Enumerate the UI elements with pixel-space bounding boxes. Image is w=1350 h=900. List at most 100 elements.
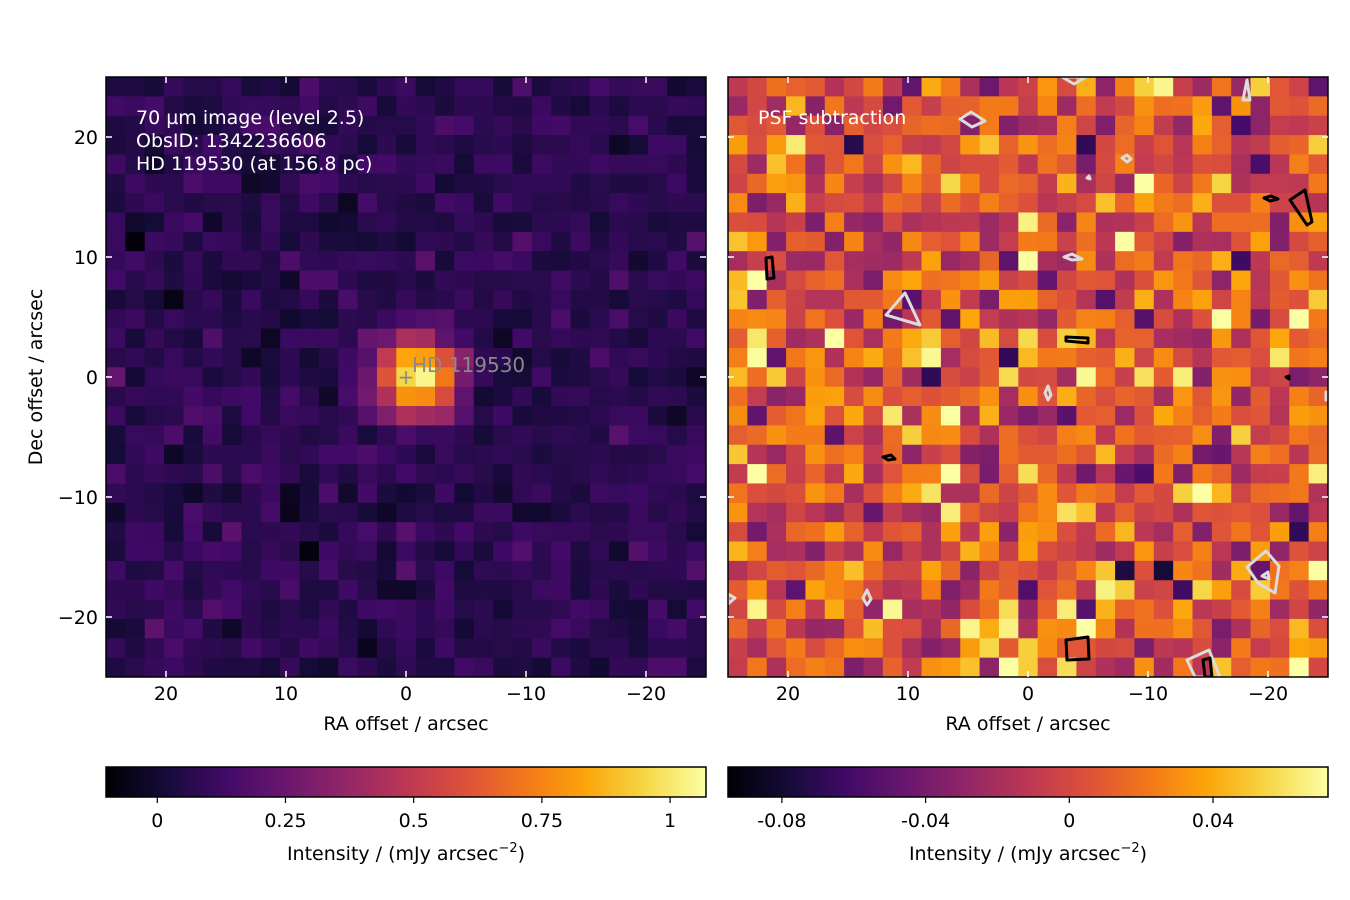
- image-pixel: [589, 406, 610, 426]
- image-pixel: [766, 541, 787, 562]
- image-pixel: [1153, 483, 1174, 504]
- image-pixel: [570, 541, 591, 562]
- image-pixel: [1153, 289, 1174, 310]
- image-pixel: [241, 638, 262, 659]
- image-pixel: [844, 657, 865, 677]
- image-pixel: [376, 231, 397, 252]
- image-pixel: [647, 444, 668, 465]
- contour: [764, 255, 776, 281]
- image-pixel: [473, 444, 494, 465]
- image-pixel: [318, 522, 339, 543]
- image-pixel: [260, 173, 281, 194]
- image-pixel: [1173, 580, 1194, 601]
- image-pixel: [493, 560, 514, 581]
- image-pixel: [396, 657, 417, 677]
- image-pixel: [1115, 231, 1136, 252]
- image-pixel: [766, 289, 787, 310]
- image-pixel: [357, 173, 378, 194]
- image-pixel: [473, 231, 494, 252]
- image-pixel: [376, 251, 397, 272]
- image-pixel: [1057, 464, 1077, 485]
- image-pixel: [1192, 309, 1213, 330]
- image-pixel: [299, 251, 320, 272]
- image-pixel: [1037, 96, 1058, 117]
- image-pixel: [1269, 502, 1290, 523]
- image-pixel: [396, 444, 417, 465]
- image-pixel: [902, 328, 923, 349]
- image-pixel: [1095, 212, 1116, 233]
- image-pixel: [318, 638, 339, 659]
- image-pixel: [1095, 173, 1116, 194]
- image-pixel: [144, 638, 165, 659]
- image-pixel: [222, 541, 243, 562]
- image-pixel: [863, 541, 884, 562]
- image-pixel: [940, 464, 961, 485]
- image-pixel: [164, 580, 185, 601]
- image-pixel: [435, 270, 455, 291]
- image-pixel: [512, 541, 533, 562]
- image-pixel: [280, 309, 301, 330]
- image-pixel: [609, 212, 630, 233]
- image-pixel: [357, 347, 378, 368]
- image-pixel: [1269, 560, 1290, 581]
- image-pixel: [1192, 483, 1213, 504]
- image-pixel: [435, 289, 455, 310]
- image-pixel: [241, 251, 262, 272]
- image-pixel: [647, 270, 668, 291]
- image-pixel: [686, 231, 706, 252]
- image-pixel: [202, 173, 223, 194]
- image-pixel: [1231, 173, 1252, 194]
- contour: [1324, 390, 1328, 402]
- image-pixel: [551, 77, 572, 97]
- image-pixel: [628, 328, 649, 349]
- right-colorbar-label-exponent: −2: [1120, 841, 1139, 856]
- image-pixel: [299, 483, 320, 504]
- image-pixel: [647, 367, 668, 388]
- image-pixel: [454, 386, 475, 407]
- image-pixel: [609, 444, 630, 465]
- left-colorbar: 0 0.25 0.5 0.75 1 Intensity / (mJy arcse…: [105, 766, 707, 865]
- image-pixel: [940, 231, 961, 252]
- image-pixel: [1192, 115, 1213, 136]
- image-pixel: [570, 522, 591, 543]
- image-pixel: [921, 502, 942, 523]
- image-pixel: [415, 309, 436, 330]
- image-pixel: [144, 444, 165, 465]
- image-pixel: [222, 135, 243, 156]
- image-pixel: [882, 289, 903, 310]
- image-pixel: [1308, 560, 1328, 581]
- image-pixel: [415, 328, 436, 349]
- image-pixel: [1308, 483, 1328, 504]
- image-pixel: [766, 444, 787, 465]
- image-pixel: [318, 657, 339, 677]
- image-pixel: [1134, 154, 1155, 175]
- image-pixel: [1308, 618, 1328, 639]
- image-pixel: [1289, 657, 1310, 677]
- image-pixel: [1095, 522, 1116, 543]
- image-pixel: [435, 154, 455, 175]
- image-pixel: [531, 560, 552, 581]
- contour: [1120, 153, 1133, 164]
- image-pixel: [435, 580, 455, 601]
- image-pixel: [318, 193, 339, 214]
- left-annotation: 70 µm image (level 2.5) ObsID: 134223660…: [136, 107, 372, 175]
- image-pixel: [728, 425, 748, 446]
- image-pixel: [1057, 367, 1077, 388]
- image-pixel: [766, 309, 787, 330]
- image-pixel: [628, 406, 649, 426]
- image-pixel: [844, 328, 865, 349]
- image-pixel: [318, 464, 339, 485]
- image-pixel: [183, 425, 204, 446]
- image-pixel: [1308, 406, 1328, 426]
- image-pixel: [1308, 193, 1328, 214]
- image-pixel: [144, 270, 165, 291]
- image-pixel: [570, 406, 591, 426]
- image-pixel: [1231, 502, 1252, 523]
- image-pixel: [747, 193, 768, 214]
- image-pixel: [609, 96, 630, 117]
- image-pixel: [299, 386, 320, 407]
- image-pixel: [1018, 444, 1039, 465]
- image-pixel: [512, 406, 533, 426]
- image-pixel: [454, 580, 475, 601]
- image-pixel: [222, 599, 243, 620]
